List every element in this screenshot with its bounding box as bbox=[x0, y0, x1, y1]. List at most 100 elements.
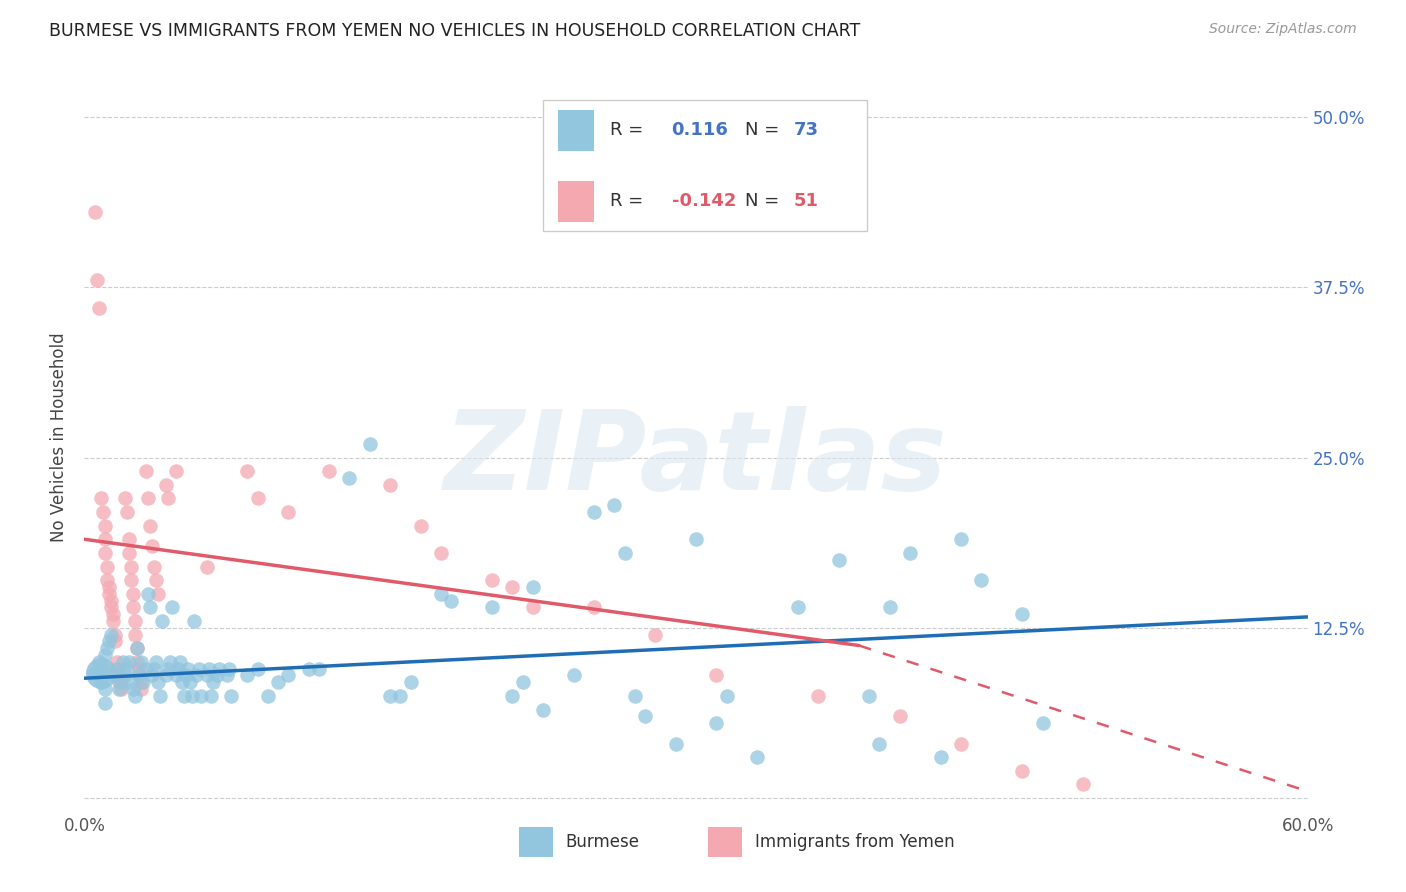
Text: N =: N = bbox=[745, 193, 785, 211]
Point bbox=[828, 552, 851, 566]
Bar bbox=[709, 827, 742, 856]
Point bbox=[127, 641, 149, 656]
Point bbox=[97, 587, 120, 601]
Point bbox=[502, 689, 524, 703]
Point bbox=[167, 662, 190, 676]
Point bbox=[104, 627, 127, 641]
Point bbox=[128, 662, 150, 676]
Point bbox=[970, 573, 993, 587]
Point bbox=[138, 518, 160, 533]
Point bbox=[100, 627, 122, 641]
Text: R =: R = bbox=[610, 121, 650, 139]
Point bbox=[122, 682, 145, 697]
Text: Burmese: Burmese bbox=[565, 833, 640, 851]
Point bbox=[165, 668, 187, 682]
Point bbox=[118, 546, 141, 560]
Point bbox=[950, 737, 973, 751]
Point bbox=[135, 464, 157, 478]
Point bbox=[138, 600, 160, 615]
Point bbox=[685, 533, 707, 547]
Bar bbox=[519, 827, 553, 856]
Point bbox=[898, 546, 921, 560]
Point bbox=[583, 505, 606, 519]
Point bbox=[93, 696, 115, 710]
Point bbox=[145, 573, 167, 587]
Text: ZIPatlas: ZIPatlas bbox=[444, 406, 948, 513]
Point bbox=[141, 539, 163, 553]
Point bbox=[156, 491, 179, 506]
Point bbox=[200, 689, 222, 703]
Point bbox=[257, 689, 280, 703]
Point bbox=[929, 750, 952, 764]
Point bbox=[115, 505, 138, 519]
Point bbox=[613, 546, 636, 560]
Point bbox=[246, 662, 269, 676]
Point bbox=[440, 593, 463, 607]
Point bbox=[132, 675, 155, 690]
Point bbox=[145, 655, 167, 669]
Point bbox=[146, 587, 169, 601]
Bar bbox=[558, 110, 595, 151]
Point bbox=[747, 750, 769, 764]
Point bbox=[122, 600, 145, 615]
Point bbox=[127, 655, 149, 669]
Point bbox=[318, 464, 340, 478]
Point bbox=[380, 477, 402, 491]
Point bbox=[481, 573, 503, 587]
Point bbox=[150, 614, 173, 628]
Point bbox=[172, 675, 194, 690]
Point bbox=[100, 600, 122, 615]
Point bbox=[93, 518, 115, 533]
Point bbox=[142, 559, 165, 574]
Text: 51: 51 bbox=[794, 193, 818, 211]
Point bbox=[120, 573, 142, 587]
Point bbox=[120, 675, 142, 690]
Point bbox=[120, 559, 142, 574]
Text: N =: N = bbox=[745, 121, 785, 139]
Point bbox=[869, 737, 891, 751]
Point bbox=[502, 580, 524, 594]
Point bbox=[298, 662, 321, 676]
Point bbox=[1011, 764, 1033, 778]
Point bbox=[155, 477, 177, 491]
Point bbox=[149, 689, 172, 703]
Point bbox=[174, 668, 197, 682]
Point bbox=[96, 559, 118, 574]
Point bbox=[179, 675, 201, 690]
Point bbox=[217, 668, 239, 682]
Point bbox=[339, 471, 361, 485]
Point bbox=[93, 682, 115, 697]
Point bbox=[1011, 607, 1033, 622]
Point bbox=[522, 600, 544, 615]
Point bbox=[128, 668, 150, 682]
Point bbox=[122, 587, 145, 601]
Point bbox=[155, 668, 177, 682]
Point bbox=[101, 614, 124, 628]
Point bbox=[430, 587, 453, 601]
Point bbox=[135, 662, 157, 676]
Point bbox=[187, 662, 209, 676]
Point bbox=[359, 437, 381, 451]
FancyBboxPatch shape bbox=[543, 100, 868, 231]
Point bbox=[96, 641, 118, 656]
Point bbox=[531, 702, 554, 716]
Point bbox=[308, 662, 330, 676]
Point bbox=[114, 668, 136, 682]
Point bbox=[807, 689, 830, 703]
Text: Immigrants from Yemen: Immigrants from Yemen bbox=[755, 833, 955, 851]
Point bbox=[93, 546, 115, 560]
Point bbox=[165, 464, 187, 478]
Point bbox=[389, 689, 412, 703]
Point bbox=[177, 662, 200, 676]
Text: R =: R = bbox=[610, 193, 650, 211]
Point bbox=[186, 668, 208, 682]
Point bbox=[190, 689, 212, 703]
Point bbox=[105, 662, 128, 676]
Point bbox=[879, 600, 901, 615]
Point bbox=[112, 655, 135, 669]
Point bbox=[105, 662, 128, 676]
Point bbox=[603, 498, 626, 512]
Point bbox=[195, 559, 218, 574]
Point bbox=[201, 675, 224, 690]
Point bbox=[1032, 716, 1054, 731]
